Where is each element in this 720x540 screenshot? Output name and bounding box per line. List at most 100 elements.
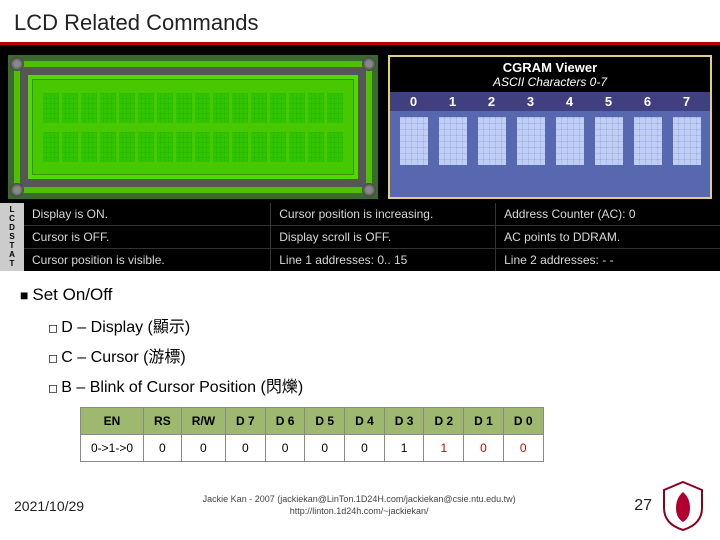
lcd-char-cell [43,93,59,123]
table-data-row: 0->1->00000001100 [81,435,544,462]
lcd-char-cell [138,132,154,162]
lcd-screen [32,79,354,175]
status-letter: T [0,242,24,250]
lcd-char-cell [119,93,135,123]
cgram-viewer: CGRAM Viewer ASCII Characters 0-7 012345… [388,55,712,199]
table-cell: 1 [384,435,424,462]
lcd-char-cell [43,132,59,162]
title-bar: LCD Related Commands [0,0,720,45]
cgram-index: 0 [400,94,428,109]
cgram-index: 4 [556,94,584,109]
status-cell: Line 2 addresses: - - [496,249,720,271]
lcd-char-cell [270,132,286,162]
table-cell: 0 [345,435,385,462]
table-header-cell: D 1 [464,408,504,435]
cgram-index: 6 [634,94,662,109]
cgram-index: 2 [478,94,506,109]
lcd-char-cell [327,93,343,123]
bullet-sub: D – Display (顯示) [48,313,700,337]
table-header-cell: RS [144,408,182,435]
status-cell: AC points to DDRAM. [496,226,720,248]
bullet-sub: B – Blink of Cursor Position (閃爍) [48,373,700,397]
status-letter: L [0,206,24,214]
table-header-cell: EN [81,408,144,435]
table-header-cell: R/W [181,408,225,435]
lcd-char-cell [308,93,324,123]
cgram-cell [634,117,662,165]
status-cell: Display scroll is OFF. [271,226,495,248]
cgram-cell [439,117,467,165]
cgram-cell [400,117,428,165]
lcd-row [43,93,343,123]
page-number: 27 [634,497,652,515]
page-title: LCD Related Commands [14,10,706,36]
table-header-cell: D 2 [424,408,464,435]
credit-line: Jackie Kan - 2007 (jackiekan@LinTon.1D24… [84,494,634,506]
cgram-title: CGRAM Viewer [393,60,707,75]
lcd-char-cell [100,132,116,162]
lcd-char-cell [270,93,286,123]
lcd-char-cell [289,132,305,162]
cgram-number-row: 01234567 [390,92,710,111]
bullet-sub: C – Cursor (游標) [48,343,700,367]
cgram-cell [673,117,701,165]
lcd-char-cell [195,93,211,123]
table-header-cell: D 3 [384,408,424,435]
footer-date: 2021/10/29 [14,498,84,514]
lcd-char-cell [308,132,324,162]
lcd-char-cell [195,132,211,162]
table-header-cell: D 7 [226,408,266,435]
cgram-cell [517,117,545,165]
status-grid: Display is ON.Cursor position is increas… [24,203,720,271]
credit-line: http://linton.1d24h.com/~jackiekan/ [84,506,634,518]
status-cell: Cursor position is increasing. [271,203,495,225]
table-header-cell: D 4 [345,408,385,435]
cgram-index: 5 [595,94,623,109]
lcd-char-cell [176,93,192,123]
status-area: LCDSTAT Display is ON.Cursor position is… [0,203,720,271]
lcd-module [8,55,378,199]
lcd-char-cell [62,93,78,123]
lcd-row [43,132,343,162]
table-cell: 0 [503,435,543,462]
table-cell: 0 [181,435,225,462]
lcd-char-cell [213,93,229,123]
table-cell: 0 [226,435,266,462]
bullet-main: Set On/Off [20,285,700,305]
status-cell: Line 1 addresses: 0.. 15 [271,249,495,271]
cgram-cell [556,117,584,165]
lcd-char-cell [119,132,135,162]
table-cell: 0->1->0 [81,435,144,462]
lcd-bezel [20,67,366,187]
cgram-index: 7 [673,94,701,109]
lcd-char-cell [81,93,97,123]
lcd-char-cell [100,93,116,123]
lcd-char-cell [213,132,229,162]
table-header-cell: D 6 [265,408,305,435]
cgram-cell [595,117,623,165]
content-area: Set On/Off D – Display (顯示) C – Cursor (… [0,271,720,470]
lcd-char-cell [232,93,248,123]
simulator-area: CGRAM Viewer ASCII Characters 0-7 012345… [0,45,720,203]
cgram-subtitle: ASCII Characters 0-7 [393,75,707,89]
lcd-char-cell [232,132,248,162]
status-cell: Display is ON. [24,203,270,225]
table-header-cell: D 0 [503,408,543,435]
cgram-cell [478,117,506,165]
lcd-char-cell [81,132,97,162]
lcd-char-cell [251,132,267,162]
cgram-header: CGRAM Viewer ASCII Characters 0-7 [390,57,710,92]
footer: 2021/10/29 Jackie Kan - 2007 (jackiekan@… [0,480,720,532]
table-cell: 0 [265,435,305,462]
university-crest-icon [660,480,706,532]
status-letter: S [0,233,24,241]
lcd-char-cell [327,132,343,162]
footer-credit: Jackie Kan - 2007 (jackiekan@LinTon.1D24… [84,494,634,517]
lcd-char-cell [138,93,154,123]
lcd-char-cell [157,132,173,162]
status-letter: A [0,251,24,259]
status-letter: T [0,260,24,268]
table-header-row: ENRSR/WD 7D 6D 5D 4D 3D 2D 1D 0 [81,408,544,435]
table-header-cell: D 5 [305,408,345,435]
status-cell: Cursor is OFF. [24,226,270,248]
